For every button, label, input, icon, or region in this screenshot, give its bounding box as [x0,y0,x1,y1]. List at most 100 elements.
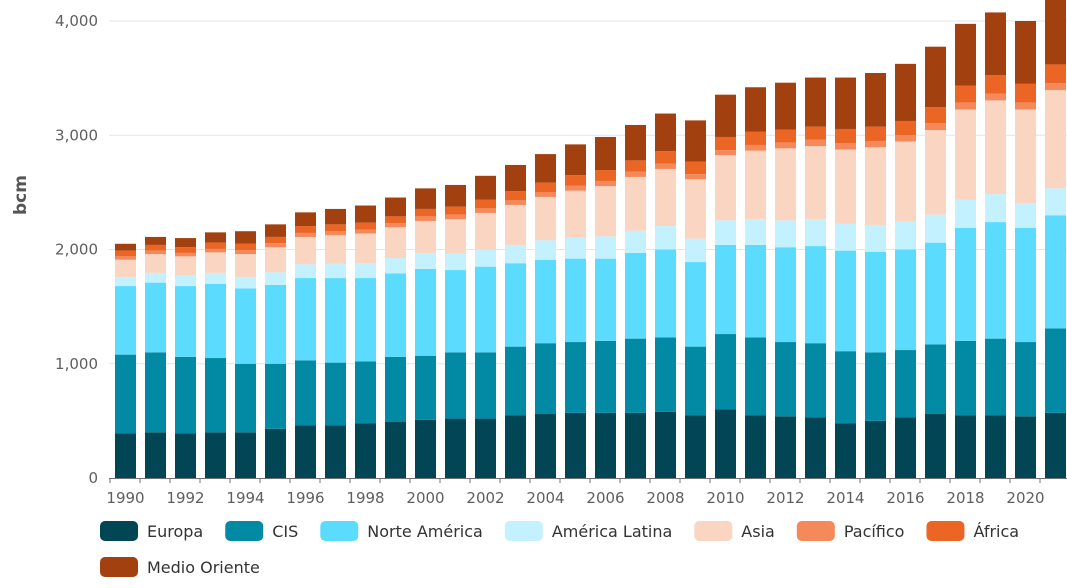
bar-segment [1045,188,1066,216]
bar-segment [685,415,706,478]
bar-segment [685,161,706,175]
bar-segment [235,288,256,364]
bar-segment [295,360,316,426]
bar-segment [775,247,796,343]
bar-segment [745,219,766,245]
bar-segment [385,223,406,228]
bar-segment [625,412,646,478]
y-tick-label: 4,000 [55,12,98,30]
axes: bcm 0 1,000 2,000 3,000 4,000 1990 1992 1994 199… [11,12,1067,507]
bar-segment [865,147,886,225]
x-tick-label: 1996 [286,489,324,507]
bar-segment [505,191,526,201]
legend-item[interactable]: Europa [100,521,203,541]
legend-item[interactable]: África [926,521,1019,541]
bar-segment [1015,102,1036,110]
bar-segment [625,252,646,339]
bar-segment [265,236,286,244]
bar-segment [685,238,706,263]
bar-segment [925,107,946,124]
bar-segment [715,409,736,478]
bar-segment [415,188,436,209]
legend-label: Norte América [367,522,483,541]
x-tick-label: 2018 [946,489,984,507]
bar-segment [325,208,346,225]
bar-segment [595,186,616,237]
bar-segment [925,130,946,215]
x-tick-label: 2010 [706,489,744,507]
bar-segment [235,432,256,478]
bar-segment [205,252,226,273]
bar-segment [475,208,496,213]
bar-segment [385,422,406,478]
x-tick-label: 2012 [766,489,804,507]
legend-item[interactable]: CIS [225,521,298,541]
bar-segment [235,254,256,277]
bar-segment [145,250,166,255]
bar-segment [385,258,406,274]
bar-segment [355,361,376,424]
legend-item[interactable]: América Latina [504,521,672,541]
bar-segment [295,236,316,265]
bar-segment [445,352,466,419]
bar-segment [745,87,766,132]
bar-segment [175,238,196,248]
bar-segment [775,129,796,143]
x-tick-label: 2000 [406,489,444,507]
legend-item[interactable]: Asia [694,521,775,541]
bar-segment [445,270,466,353]
bar-segment [1015,109,1036,204]
bar-segment [295,212,316,227]
bar-segment [235,231,256,244]
bar-segment [115,433,136,478]
bar-segment [625,176,646,231]
bar-segment [445,214,466,220]
legend-swatch [504,521,543,541]
bar-segment [175,433,196,478]
bar-segment [415,419,436,478]
bar-segment [835,351,856,424]
bar-segment [985,415,1006,478]
bar-segment [925,214,946,243]
bar-segment [1045,83,1066,91]
bar-segment [145,282,166,353]
legend-swatch [926,521,965,541]
legend-item[interactable]: Pacífico [796,521,905,541]
bar-segment [415,208,436,217]
bar-segment [775,342,796,417]
bar-segment [325,278,346,363]
bar-segment [595,236,616,259]
bar-segment [175,356,196,434]
bar-segment [625,124,646,161]
x-tick-label: 1994 [226,489,264,507]
bar-segment [295,278,316,361]
bar-segment [445,184,466,207]
bar-segment [625,230,646,253]
bar-segment [235,363,256,433]
bar-segment [625,160,646,172]
bar-segment [805,343,826,418]
bar-segment [595,170,616,181]
bar-segment [895,221,916,250]
bar-segment [985,12,1006,76]
bar-segment [655,163,676,169]
bar-segment [535,196,556,241]
bar-segment [715,155,736,221]
bar-segment [715,334,736,410]
bar-segment [655,226,676,250]
bar-segment [175,275,196,287]
x-tick-label: 2006 [586,489,624,507]
legend-swatch [225,521,264,541]
legend-item[interactable]: Norte América [320,521,483,541]
bar-segment [1045,0,1066,65]
bar-segment [595,258,616,341]
legend-swatch [796,521,835,541]
bar-segment [985,338,1006,416]
bar-segment [865,126,886,141]
bar-segment [865,352,886,421]
legend-item[interactable]: Medio Oriente [100,557,260,577]
bar-segment [475,266,496,353]
bar-segment [895,417,916,478]
bar-segment [145,272,166,283]
bar-segment [295,226,316,233]
